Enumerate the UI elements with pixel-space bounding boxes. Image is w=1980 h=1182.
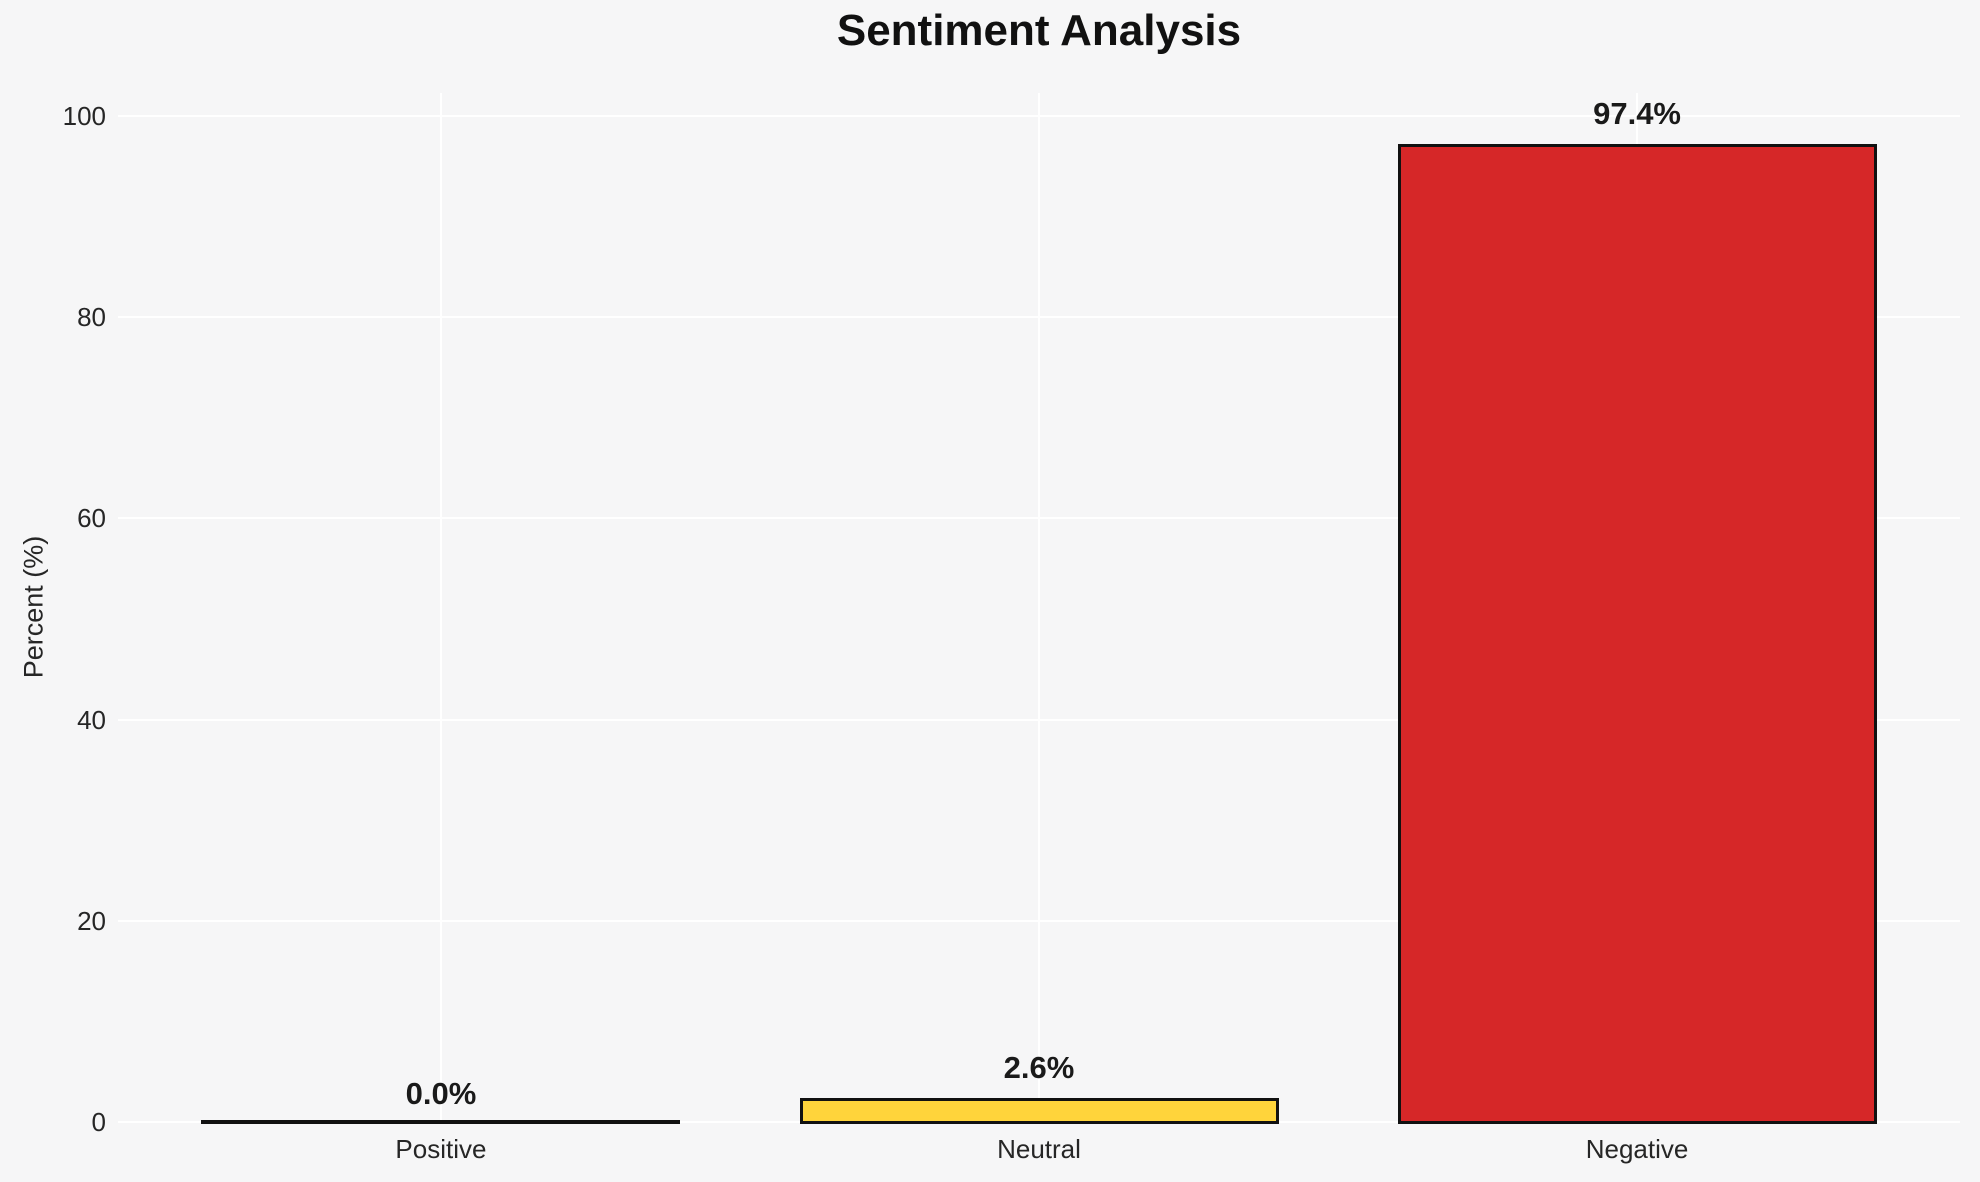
x-tick-label-negative: Negative: [1585, 1134, 1689, 1164]
y-tick-label-0: 0: [91, 1107, 106, 1137]
value-label-neutral: 2.6%: [1003, 1049, 1075, 1085]
y-tick-label-80: 80: [77, 302, 106, 333]
x-tick-label-neutral: Neutral: [997, 1134, 1081, 1164]
y-tick-label-40: 40: [77, 704, 106, 735]
x-tick-label-positive: Positive: [395, 1134, 487, 1164]
plot-area: 0.0% Positive 2.6% Neutral 97.4% Negative: [118, 93, 1960, 1164]
value-label-negative: 97.4%: [1593, 96, 1681, 132]
bar-neutral: [799, 1097, 1279, 1124]
bar-negative: [1397, 144, 1877, 1124]
value-label-positive: 0.0%: [405, 1076, 477, 1111]
y-axis-label: Percent (%): [18, 535, 49, 679]
bar-positive: [201, 1120, 681, 1124]
y-tick-label-20: 20: [77, 905, 106, 936]
gridline-x-positive: [439, 93, 442, 1122]
y-tick-label-100: 100: [62, 101, 106, 132]
gridline-x-neutral: [1038, 93, 1040, 1122]
y-tick-label-60: 60: [77, 503, 106, 534]
chart-title: Sentiment Analysis: [836, 6, 1242, 55]
